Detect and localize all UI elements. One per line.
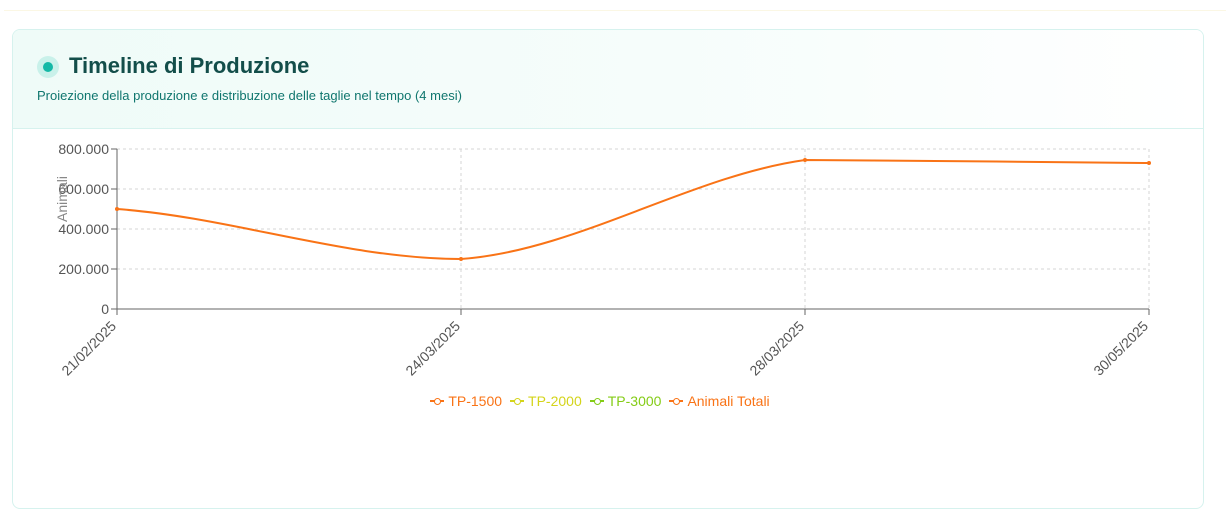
legend-item[interactable]: TP-1500 bbox=[430, 393, 502, 409]
legend-item[interactable]: TP-3000 bbox=[589, 393, 662, 409]
status-dot-icon bbox=[37, 56, 59, 78]
data-point bbox=[1147, 161, 1151, 165]
x-tick-label: 30/05/2025 bbox=[1090, 318, 1151, 379]
card-subtitle: Proiezione della produzione e distribuzi… bbox=[37, 88, 462, 103]
y-tick-label: 400.000 bbox=[58, 221, 109, 237]
data-point bbox=[115, 207, 119, 211]
production-line-chart: 0 200.000 400.000 600.000 800.000 21/02/2025 2… bbox=[54, 141, 1151, 379]
y-tick-label: 200.000 bbox=[58, 261, 109, 277]
legend-label: TP-2000 bbox=[528, 393, 582, 409]
legend-label: TP-3000 bbox=[607, 393, 662, 409]
page-frame bbox=[4, 10, 1226, 497]
x-tick-label: 24/03/2025 bbox=[402, 318, 463, 379]
y-tick-label: 0 bbox=[101, 301, 109, 317]
y-tick-label: 800.000 bbox=[58, 141, 109, 157]
series-line bbox=[116, 158, 1150, 261]
legend-label: Animali Totali bbox=[687, 393, 770, 409]
legend-item[interactable]: TP-2000 bbox=[510, 393, 582, 409]
legend-item[interactable]: Animali Totali bbox=[669, 393, 770, 409]
y-axis-label: Animali bbox=[54, 176, 70, 222]
card-header: Timeline di Produzione Proiezione della … bbox=[13, 30, 1203, 129]
legend-line-marker-icon bbox=[669, 396, 684, 406]
y-tick-label: 600.000 bbox=[58, 181, 109, 197]
data-point bbox=[459, 257, 463, 261]
x-tick-label: 21/02/2025 bbox=[58, 318, 119, 379]
legend-line-marker-icon bbox=[430, 396, 445, 406]
legend-line-marker-icon bbox=[589, 396, 604, 406]
production-timeline-card: Timeline di Produzione Proiezione della … bbox=[12, 29, 1204, 509]
chart-legend: TP-1500 TP-2000 TP-3000 Animali Totali bbox=[0, 393, 1200, 409]
data-point bbox=[803, 158, 807, 162]
x-tick-label: 28/03/2025 bbox=[746, 318, 807, 379]
card-title: Timeline di Produzione bbox=[69, 53, 310, 78]
legend-label: TP-1500 bbox=[448, 393, 503, 409]
legend-line-marker-icon bbox=[510, 396, 525, 406]
